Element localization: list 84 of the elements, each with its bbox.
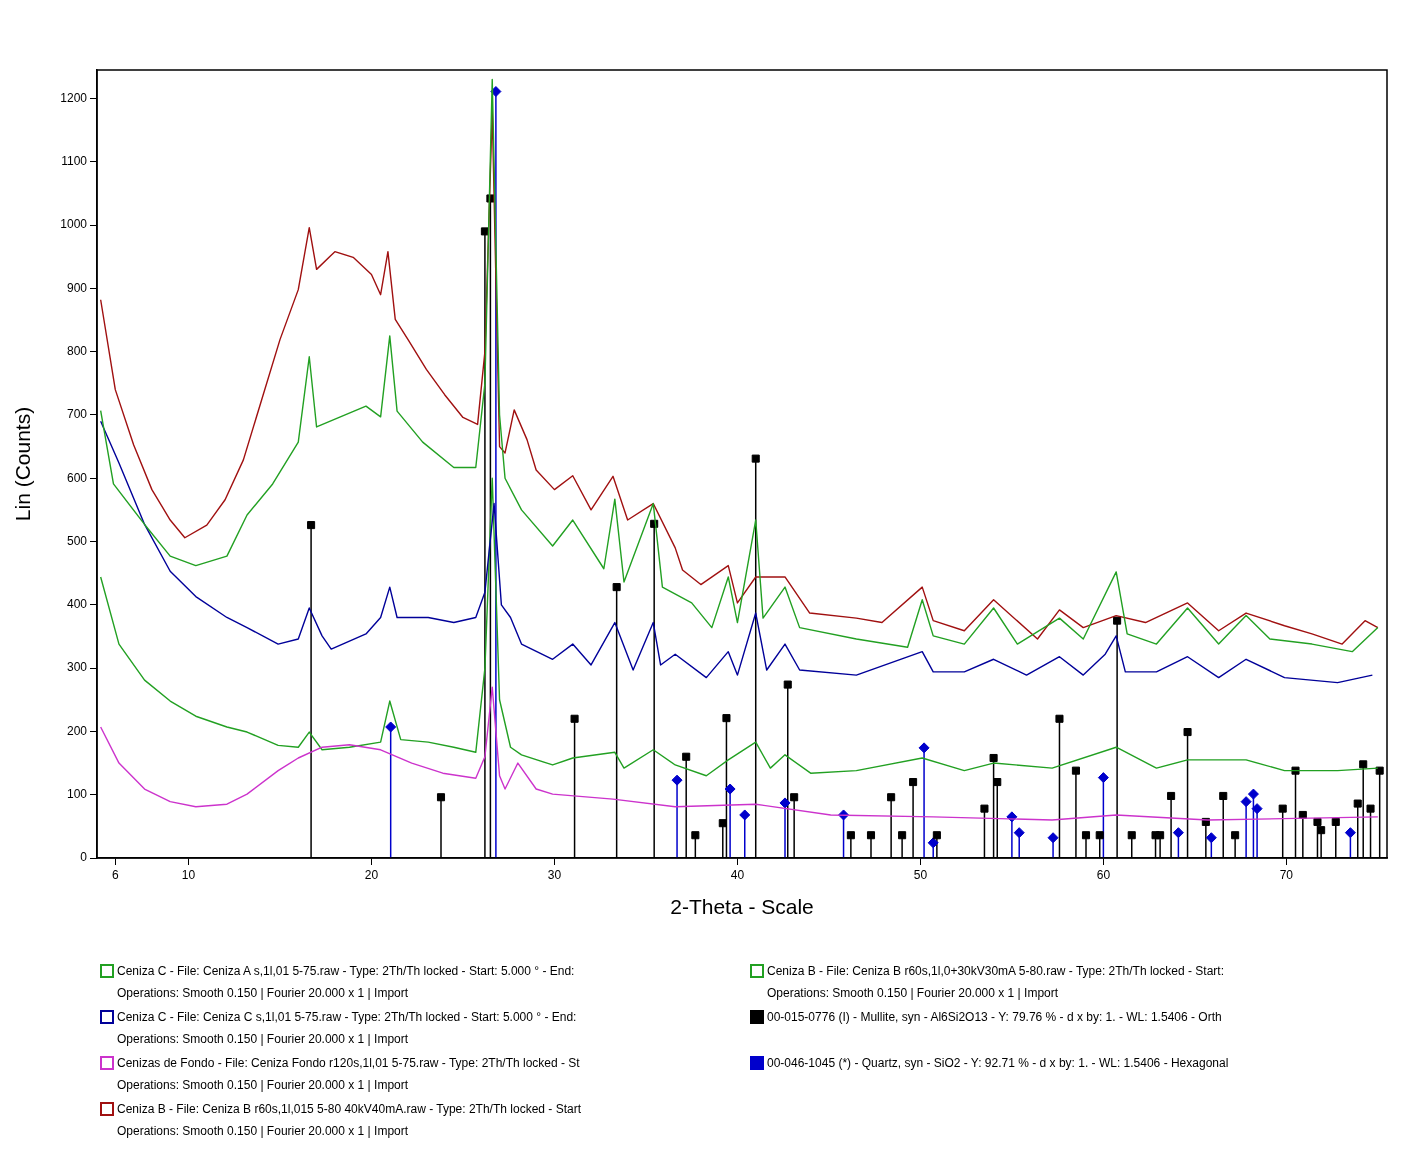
- point: [307, 521, 316, 530]
- point: [1353, 799, 1362, 808]
- point: [1231, 831, 1240, 840]
- x-tick-label: 20: [364, 867, 379, 882]
- point: [1251, 803, 1263, 815]
- point: [989, 753, 998, 763]
- point: [1095, 831, 1104, 840]
- point: [1375, 766, 1384, 775]
- point: [898, 831, 907, 840]
- point: [909, 778, 918, 787]
- point: [1331, 817, 1340, 826]
- x-tick-label: 6: [111, 867, 119, 882]
- point: [722, 714, 731, 723]
- y-axis-title: Lin (Counts): [11, 406, 35, 522]
- x-tick-label: 60: [1096, 867, 1111, 882]
- x-tick-label: 70: [1279, 867, 1294, 882]
- point: [779, 797, 791, 809]
- point: [1344, 827, 1356, 839]
- point: [1071, 766, 1080, 775]
- point: [866, 831, 876, 840]
- legend-label: Ceniza C - File: Ceniza C s,1l,01 5-75.raw - Type: 2Th/Th locked - Start: 5.000 ° - End: Operations: Smooth 0.150 | Fourier 20.000 x 1 | Import: [117, 1009, 577, 1048]
- point: [1247, 788, 1259, 800]
- y-tick-label: 900: [66, 280, 88, 295]
- point: [682, 752, 691, 761]
- point: [671, 774, 683, 786]
- point: [846, 831, 855, 840]
- point: [1205, 832, 1217, 844]
- point: [783, 680, 792, 689]
- y-tick-label: 1000: [60, 217, 88, 232]
- point: [1172, 827, 1184, 839]
- point: [1317, 826, 1326, 835]
- x-tick-label: 40: [730, 867, 745, 882]
- point: [1240, 796, 1252, 808]
- y-tick-label: 400: [66, 597, 88, 612]
- y-tick-label: 200: [66, 723, 88, 738]
- legend-label: Ceniza B - File: Ceniza B r60s,1l,015 5-80 40kV40mA.raw - Type: 2Th/Th locked - Start Operations: Smooth 0.150 | Fourier 20.000 x 1 | Import: [117, 1101, 581, 1140]
- y-tick-label: 600: [66, 470, 88, 485]
- point: [739, 809, 751, 821]
- point: [436, 793, 446, 802]
- point: [1366, 804, 1375, 813]
- y-tick-label: 100: [66, 787, 88, 802]
- point: [932, 831, 941, 840]
- point: [1047, 832, 1059, 844]
- legend-label: 00-015-0776 (I) - Mullite, syn - Al6Si2O13 - Y: 79.76 % - d x by: 1. - WL: 1.5406 - Orth: [767, 1009, 1222, 1026]
- point: [1081, 831, 1091, 840]
- point: [918, 742, 930, 754]
- point: [724, 783, 736, 795]
- point: [887, 793, 896, 802]
- point: [1055, 714, 1064, 723]
- x-tick-label: 50: [913, 867, 928, 882]
- point: [1219, 791, 1228, 801]
- y-tick-label: 300: [66, 660, 88, 675]
- point: [1097, 772, 1109, 784]
- y-tick-label: 700: [66, 407, 88, 422]
- point: [1113, 616, 1122, 625]
- point: [1013, 827, 1025, 839]
- point: [751, 454, 760, 463]
- y-tick-label: 500: [66, 533, 88, 548]
- point: [993, 778, 1002, 787]
- y-tick-label: 1200: [60, 90, 88, 105]
- legend-label: Cenizas de Fondo - File: Ceniza Fondo r120s,1l,01 5-75.raw - Type: 2Th/Th locked - St Operations: Smooth 0.150 | Fourier 20.000 x 1 | Import: [117, 1055, 580, 1094]
- point: [927, 837, 939, 849]
- point: [1167, 791, 1176, 801]
- y-tick-label: 1100: [61, 154, 88, 169]
- legend-label: Ceniza B - File: Ceniza B r60s,1l,0+30kV30mA 5-80.raw - Type: 2Th/Th locked - Start: Operations: Smooth 0.150 | Fourier 20.000 x 1 | Import: [767, 963, 1224, 1002]
- x-tick-label: 10: [181, 867, 196, 882]
- point: [1156, 831, 1165, 840]
- legend-label: 00-046-1045 (*) - Quartz, syn - SiO2 - Y: 92.71 % - d x by: 1. - WL: 1.5406 - Hexagonal: [767, 1055, 1229, 1072]
- point: [385, 721, 397, 733]
- x-tick-label: 30: [547, 867, 562, 882]
- point: [980, 804, 989, 813]
- x-axis-title: 2-Theta - Scale: [670, 895, 814, 919]
- point: [691, 831, 700, 840]
- point: [1127, 831, 1136, 840]
- point: [1278, 804, 1287, 813]
- point: [1183, 728, 1192, 737]
- y-tick-label: 800: [66, 343, 88, 358]
- point: [612, 583, 621, 592]
- legend-label: Ceniza C - File: Ceniza A s,1l,01 5-75.raw - Type: 2Th/Th locked - Start: 5.000 ° - End: Operations: Smooth 0.150 | Fourier 20.000 x 1 | Import: [117, 963, 575, 1002]
- point: [718, 819, 727, 828]
- point: [790, 793, 799, 802]
- y-tick-label: 0: [80, 850, 88, 865]
- point: [570, 714, 579, 723]
- point: [1359, 760, 1368, 769]
